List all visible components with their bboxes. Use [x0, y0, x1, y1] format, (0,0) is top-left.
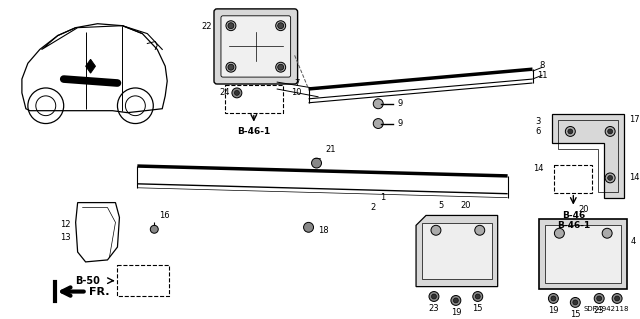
Circle shape	[548, 293, 558, 303]
Circle shape	[226, 62, 236, 72]
Text: 3: 3	[536, 117, 541, 126]
Text: 23: 23	[594, 306, 605, 315]
Bar	[545, 225, 621, 283]
Text: 13: 13	[60, 233, 71, 242]
Text: 11: 11	[537, 70, 548, 80]
Text: 17: 17	[628, 115, 639, 124]
Circle shape	[612, 293, 622, 303]
Circle shape	[226, 21, 236, 31]
Circle shape	[373, 119, 383, 129]
Circle shape	[312, 158, 321, 168]
FancyBboxPatch shape	[214, 9, 298, 84]
Text: 12: 12	[60, 220, 71, 229]
Circle shape	[373, 99, 383, 109]
Text: B-46-1: B-46-1	[557, 221, 590, 230]
Text: 19: 19	[548, 306, 559, 315]
Circle shape	[451, 295, 461, 305]
Circle shape	[607, 175, 612, 180]
Circle shape	[476, 294, 480, 299]
Text: 18: 18	[318, 226, 329, 235]
Text: 10: 10	[291, 88, 302, 97]
Text: 20: 20	[461, 201, 471, 210]
Circle shape	[150, 225, 158, 233]
Bar	[118, 265, 169, 296]
Text: SDR4942118: SDR4942118	[584, 306, 629, 312]
Text: 15: 15	[472, 304, 483, 313]
Text: 8: 8	[540, 61, 545, 70]
Text: 2: 2	[371, 203, 376, 212]
Polygon shape	[86, 59, 95, 73]
Circle shape	[228, 23, 234, 29]
Circle shape	[607, 129, 612, 134]
Circle shape	[605, 127, 615, 137]
Text: FR.: FR.	[90, 286, 110, 297]
Text: 21: 21	[325, 145, 336, 154]
Circle shape	[596, 296, 602, 301]
Text: 5: 5	[438, 201, 444, 210]
Bar	[540, 219, 627, 289]
Text: 7: 7	[294, 78, 300, 87]
Circle shape	[232, 88, 242, 98]
Bar	[225, 85, 283, 113]
Text: 1: 1	[381, 193, 386, 202]
Bar	[554, 165, 592, 193]
Circle shape	[475, 225, 484, 235]
Text: 14: 14	[628, 174, 639, 182]
Text: 15: 15	[570, 310, 580, 319]
Circle shape	[303, 222, 314, 232]
Text: 4: 4	[630, 237, 636, 246]
Circle shape	[278, 64, 284, 70]
Circle shape	[431, 225, 441, 235]
Circle shape	[594, 293, 604, 303]
Circle shape	[228, 64, 234, 70]
Circle shape	[431, 294, 436, 299]
Circle shape	[565, 127, 575, 137]
Polygon shape	[416, 215, 498, 286]
Circle shape	[602, 228, 612, 238]
Text: 22: 22	[202, 22, 212, 31]
Text: 23: 23	[429, 304, 439, 313]
FancyBboxPatch shape	[221, 16, 291, 77]
Polygon shape	[552, 114, 624, 198]
Text: 14: 14	[533, 164, 544, 173]
Circle shape	[234, 90, 239, 95]
Text: 20: 20	[578, 205, 589, 214]
Circle shape	[276, 62, 285, 72]
Text: 6: 6	[536, 127, 541, 136]
Circle shape	[573, 300, 578, 305]
Circle shape	[614, 296, 620, 301]
Text: 16: 16	[159, 211, 170, 220]
Circle shape	[276, 21, 285, 31]
Circle shape	[551, 296, 556, 301]
Bar	[422, 223, 492, 279]
Circle shape	[473, 292, 483, 301]
Circle shape	[605, 173, 615, 183]
Circle shape	[429, 292, 439, 301]
Circle shape	[278, 23, 284, 29]
Circle shape	[568, 129, 573, 134]
Text: B-50: B-50	[75, 276, 100, 286]
Circle shape	[453, 298, 458, 303]
Text: 19: 19	[451, 308, 461, 317]
Text: 24: 24	[220, 88, 230, 97]
Circle shape	[570, 298, 580, 308]
Circle shape	[554, 228, 564, 238]
Text: B-46-1: B-46-1	[237, 127, 271, 136]
Text: B-46: B-46	[562, 211, 585, 220]
Text: 9: 9	[397, 119, 403, 128]
Text: 9: 9	[397, 99, 403, 108]
